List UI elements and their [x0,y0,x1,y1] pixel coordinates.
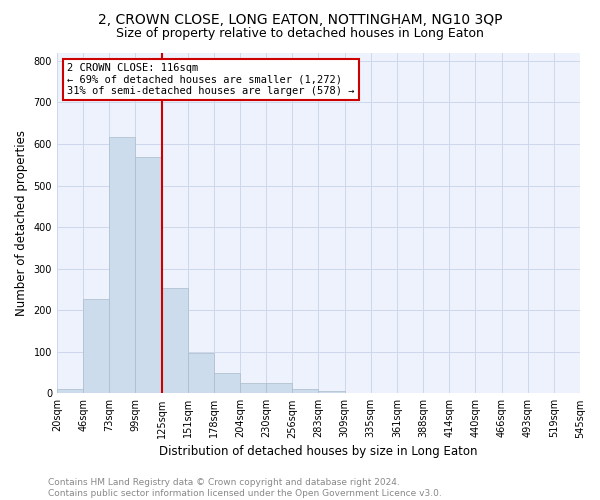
Bar [266,383,292,394]
Text: Contains HM Land Registry data © Crown copyright and database right 2024.
Contai: Contains HM Land Registry data © Crown c… [48,478,442,498]
Bar [188,353,214,394]
Bar [292,389,319,394]
Bar [161,288,188,394]
Y-axis label: Number of detached properties: Number of detached properties [15,130,28,316]
Text: 2 CROWN CLOSE: 116sqm
← 69% of detached houses are smaller (1,272)
31% of semi-d: 2 CROWN CLOSE: 116sqm ← 69% of detached … [67,62,355,96]
Bar [136,157,161,394]
Text: 2, CROWN CLOSE, LONG EATON, NOTTINGHAM, NG10 3QP: 2, CROWN CLOSE, LONG EATON, NOTTINGHAM, … [98,12,502,26]
Bar [83,300,109,394]
Bar [214,373,240,394]
Bar [57,389,83,394]
Bar [240,383,266,394]
Bar [109,137,136,394]
Text: Size of property relative to detached houses in Long Eaton: Size of property relative to detached ho… [116,28,484,40]
X-axis label: Distribution of detached houses by size in Long Eaton: Distribution of detached houses by size … [159,444,478,458]
Bar [319,391,344,394]
